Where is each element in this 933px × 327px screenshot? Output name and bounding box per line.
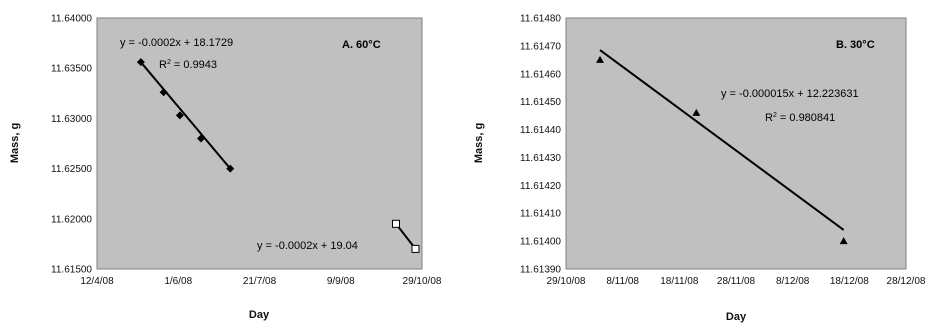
chart-a-series-1-points (136, 58, 235, 173)
chart-a-data-point (159, 88, 168, 97)
chart-b-x-tick-labels: 29/10/08 8/11/08 18/11/08 28/11/08 8/12/08 18… (547, 276, 926, 287)
chart-a-r2-1-value: = 0.9943 (171, 59, 217, 71)
chart-b-y-tick-label: 11.61450 (520, 97, 561, 108)
chart-b-x-tick-label: 8/12/08 (776, 276, 810, 287)
chart-a-series-2-points (392, 219, 420, 253)
chart-a-plot-area (96, 17, 423, 270)
chart-a-data-point (411, 244, 420, 253)
chart-a-r2-1-sup: 2 (167, 59, 171, 66)
chart-a-y-tick-label: 11.63500 (51, 64, 92, 75)
chart-b-r2-sup: 2 (773, 112, 777, 119)
chart-b-y-tick-label: 11.61420 (520, 181, 561, 192)
chart-b-equation: y = -0.000015x + 12.223631 (721, 88, 859, 100)
chart-b-plot-area (565, 17, 907, 270)
chart-a-r2-1-label: R (159, 59, 167, 71)
chart-b-title: B. 30°C (836, 39, 875, 51)
chart-a-equation-2: y = -0.0002x + 19.04 (257, 240, 358, 252)
chart-a-y-tick-label: 11.62000 (51, 214, 92, 225)
chart-b-x-tick-label: 8/11/08 (606, 276, 639, 287)
chart-b-series-points (596, 55, 848, 245)
chart-a-title: A. 60°C (342, 39, 381, 51)
chart-b-y-tick-labels: 11.61390 11.61400 11.61410 11.61420 11.61430… (520, 14, 561, 276)
chart-b-r2-label: R (765, 112, 773, 124)
chart-b-x-tick-label: 18/11/08 (660, 276, 699, 287)
chart-a-y-tick-label: 11.63000 (51, 114, 92, 125)
chart-b-y-tick-label: 11.61440 (520, 125, 561, 136)
chart-a-x-tick-label: 21/7/08 (243, 276, 277, 287)
chart-a-data-point (175, 111, 184, 120)
chart-a-trendline-1 (140, 61, 232, 170)
chart-b-y-tick-label: 11.61410 (520, 209, 561, 220)
chart-b-x-tick-label: 18/12/08 (830, 276, 869, 287)
chart-b-y-tick-label: 11.61430 (520, 153, 561, 164)
chart-b-x-axis-title: Day (726, 311, 747, 323)
chart-b-x-tick-label: 28/11/08 (717, 276, 756, 287)
chart-a-x-tick-labels: 12/4/08 1/6/08 21/7/08 9/9/08 29/10/08 (80, 276, 442, 287)
chart-b-x-tick-label: 29/10/08 (547, 276, 586, 287)
chart-a-y-tick-label: 11.64000 (51, 14, 92, 25)
chart-b-r2-value: = 0.980841 (777, 112, 835, 124)
chart-a-x-tick-label: 12/4/08 (80, 276, 114, 287)
chart-a-data-point (136, 58, 145, 67)
chart-b-y-tick-label: 11.61470 (520, 41, 561, 52)
chart-b-data-point (596, 55, 604, 63)
chart-a-trendline-2 (395, 223, 417, 250)
chart-b-y-tick-label: 11.61480 (520, 14, 561, 25)
chart-a-x-tick-label: 1/6/08 (164, 276, 192, 287)
chart-a-x-tick-label: 9/9/08 (327, 276, 355, 287)
chart-a-x-tick-label: 29/10/08 (403, 276, 442, 287)
chart-b-data-point (839, 237, 848, 245)
chart-a-y-tick-labels: 11.61500 11.62000 11.62500 11.63000 11.63500… (51, 14, 92, 276)
chart-b-y-tick-label: 11.61390 (520, 265, 561, 276)
chart-a-y-tick-label: 11.62500 (51, 164, 92, 175)
chart-a-r2-1: R2 = 0.9943 (159, 59, 217, 71)
chart-b: B. 30°C 11.61390 11.61400 11.61410 11.61420… (473, 14, 926, 324)
chart-b-y-tick-label: 11.61460 (520, 69, 561, 80)
chart-b-data-point (692, 108, 701, 116)
chart-a-x-axis-title: Day (249, 309, 270, 321)
chart-a-y-tick-label: 11.61500 (51, 265, 92, 276)
chart-a-data-point (226, 164, 235, 173)
chart-b-y-axis-title: Mass, g (473, 123, 485, 163)
chart-a-y-axis-title: Mass, g (9, 123, 21, 163)
chart-a-data-point (392, 219, 400, 228)
chart-a: A. 60°C 11.61500 11.62000 11.62500 11.63000… (9, 14, 442, 322)
chart-b-y-tick-label: 11.61400 (520, 237, 561, 248)
chart-a-data-point (197, 134, 205, 143)
chart-b-trendline (599, 49, 845, 231)
chart-a-equation-1: y = -0.0002x + 18.1729 (120, 37, 233, 49)
chart-b-x-tick-label: 28/12/08 (887, 276, 926, 287)
chart-b-r2: R2 = 0.980841 (765, 112, 835, 124)
